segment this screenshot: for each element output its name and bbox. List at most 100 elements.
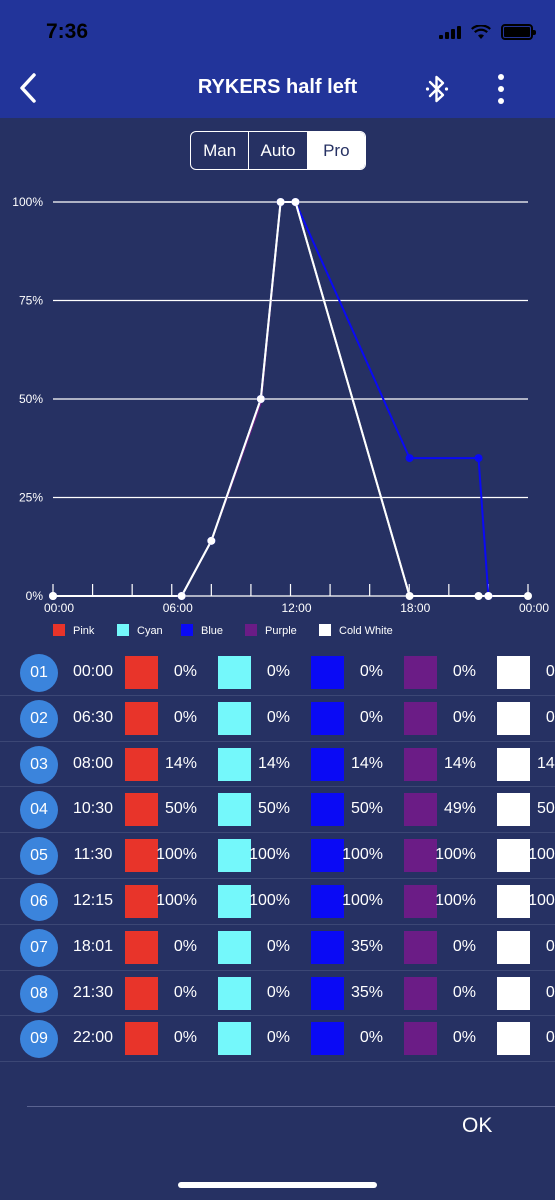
mode-man[interactable]: Man: [191, 132, 250, 169]
data-point: [524, 592, 532, 600]
mode-pro[interactable]: Pro: [307, 132, 365, 169]
channel-swatch-pink[interactable]: [125, 656, 158, 689]
channel-value: 100%: [528, 846, 555, 864]
channel-value: 100%: [528, 891, 555, 909]
channel-swatch-cyan[interactable]: [218, 884, 251, 918]
channel-swatch-cold-white[interactable]: [497, 1022, 530, 1056]
legend-swatch: [319, 624, 331, 636]
channel-swatch-purple[interactable]: [404, 976, 437, 1010]
channel-swatch-cold-white[interactable]: [497, 884, 530, 918]
table-row[interactable]: 06 12:15 100% 100% 100% 100% 100%: [0, 879, 555, 925]
channel-value: 100%: [435, 891, 476, 909]
channel-swatch-cyan[interactable]: [218, 793, 251, 827]
row-index-badge: 08: [20, 974, 58, 1013]
row-time[interactable]: 22:00: [72, 1029, 114, 1047]
channel-swatch-blue[interactable]: [311, 747, 344, 781]
legend-label: Pink: [73, 625, 95, 637]
channel-swatch-cyan[interactable]: [218, 656, 251, 689]
channel-swatch-pink[interactable]: [125, 747, 158, 781]
row-time[interactable]: 00:00: [72, 663, 114, 680]
channel-swatch-blue[interactable]: [311, 976, 344, 1010]
channel-swatch-blue[interactable]: [311, 930, 344, 964]
row-time[interactable]: 10:30: [72, 800, 114, 818]
channel-swatch-cold-white[interactable]: [497, 839, 530, 873]
table-row[interactable]: 04 10:30 50% 50% 50% 49% 50%: [0, 787, 555, 834]
channel-swatch-cold-white[interactable]: [497, 656, 530, 689]
table-row[interactable]: 05 11:30 100% 100% 100% 100% 100%: [0, 833, 555, 879]
channel-swatch-pink[interactable]: [125, 976, 158, 1010]
channel-swatch-purple[interactable]: [404, 701, 437, 735]
channel-value: 0%: [173, 663, 197, 680]
more-options-button[interactable]: [492, 72, 510, 106]
ok-button[interactable]: OK: [462, 1114, 493, 1137]
channel-swatch-pink[interactable]: [125, 839, 158, 873]
mode-auto[interactable]: Auto: [249, 132, 308, 169]
data-point: [291, 198, 300, 206]
channel-swatch-pink[interactable]: [125, 1022, 158, 1056]
x-tick-label: 00:00: [519, 601, 549, 615]
table-row[interactable]: 07 18:01 0% 0% 35% 0% 0%: [0, 925, 555, 971]
table-row[interactable]: 03 08:00 14% 14% 14% 14% 14%: [0, 742, 555, 788]
legend-swatch: [117, 624, 129, 636]
row-time[interactable]: 08:00: [72, 754, 114, 772]
channel-value: 14%: [350, 754, 383, 772]
channel-swatch-purple[interactable]: [404, 1022, 437, 1056]
data-point: [177, 592, 186, 600]
channel-swatch-cyan[interactable]: [218, 1022, 251, 1056]
channel-swatch-pink[interactable]: [125, 793, 158, 827]
channel-swatch-blue[interactable]: [311, 839, 344, 873]
y-tick-label: 75%: [19, 294, 43, 308]
row-time[interactable]: 18:01: [72, 937, 114, 955]
channel-value: 100%: [342, 891, 383, 909]
series-line-cold-white: [53, 201, 528, 597]
channel-swatch-pink[interactable]: [125, 930, 158, 964]
row-time[interactable]: 21:30: [72, 983, 114, 1001]
data-point: [49, 592, 57, 600]
channel-swatch-blue[interactable]: [311, 656, 344, 689]
row-time[interactable]: 12:15: [72, 891, 114, 909]
data-point: [207, 536, 216, 545]
legend-label: Cyan: [137, 625, 163, 637]
channel-swatch-purple[interactable]: [404, 930, 437, 964]
channel-swatch-blue[interactable]: [311, 1022, 344, 1056]
channel-value: 0%: [359, 663, 383, 680]
table-row[interactable]: 01 00:00 0% 0% 0% 0% 0%: [0, 650, 555, 696]
channel-swatch-purple[interactable]: [404, 656, 437, 689]
channel-swatch-pink[interactable]: [125, 884, 158, 918]
channel-swatch-purple[interactable]: [404, 839, 437, 873]
back-button[interactable]: [14, 70, 44, 106]
channel-swatch-cold-white[interactable]: [497, 793, 530, 827]
channel-swatch-cold-white[interactable]: [497, 930, 530, 964]
y-tick-label: 50%: [19, 392, 43, 406]
channel-swatch-cold-white[interactable]: [497, 747, 530, 781]
channel-swatch-purple[interactable]: [404, 747, 437, 781]
channel-swatch-cyan[interactable]: [218, 701, 251, 735]
channel-swatch-cyan[interactable]: [218, 976, 251, 1010]
channel-value: 14%: [536, 754, 555, 772]
row-time[interactable]: 11:30: [73, 846, 113, 864]
channel-value: 100%: [249, 891, 290, 909]
bluetooth-button[interactable]: [424, 72, 450, 106]
row-time[interactable]: 06:30: [72, 708, 114, 726]
top-bar: 7:36 RYKERS half left: [0, 0, 555, 118]
channel-swatch-blue[interactable]: [311, 793, 344, 827]
table-row[interactable]: 08 21:30 0% 0% 35% 0% 0%: [0, 971, 555, 1017]
legend-swatch: [181, 624, 193, 636]
channel-swatch-cyan[interactable]: [218, 747, 251, 781]
channel-swatch-purple[interactable]: [404, 793, 437, 827]
data-point: [276, 198, 285, 206]
channel-swatch-purple[interactable]: [404, 884, 437, 918]
channel-swatch-cyan[interactable]: [218, 930, 251, 964]
channel-swatch-pink[interactable]: [125, 701, 158, 735]
channel-value: 50%: [350, 800, 383, 818]
status-icons: [439, 24, 536, 40]
channel-swatch-cyan[interactable]: [218, 839, 251, 873]
table-row[interactable]: 02 06:30 0% 0% 0% 0% 0%: [0, 696, 555, 742]
channel-swatch-cold-white[interactable]: [497, 976, 530, 1010]
data-point: [405, 592, 414, 600]
channel-swatch-blue[interactable]: [311, 884, 344, 918]
table-row[interactable]: 09 22:00 0% 0% 0% 0% 0%: [0, 1016, 555, 1063]
channel-swatch-blue[interactable]: [311, 701, 344, 735]
channel-swatch-cold-white[interactable]: [497, 701, 530, 735]
page-title: RYKERS half left: [197, 76, 358, 98]
